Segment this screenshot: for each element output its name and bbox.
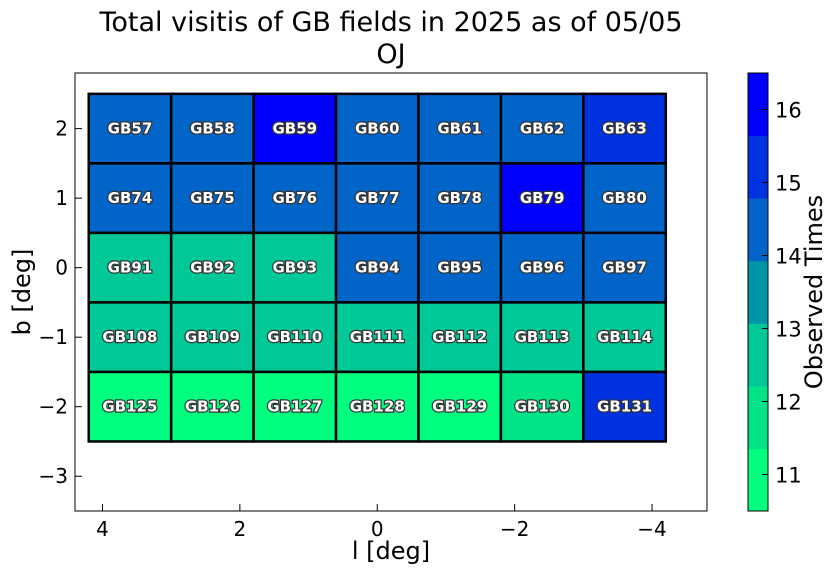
y-tick-label: −3 [39, 464, 68, 488]
field-label: GB93 [273, 259, 318, 277]
field-cell-gb97 [582, 231, 668, 304]
colorbar-tick-label: 11 [775, 464, 802, 488]
colorbar-tick-label: 13 [775, 318, 802, 342]
plot-area-frame [74, 72, 708, 512]
field-cell-gb109 [169, 301, 255, 374]
field-label: GB62 [520, 120, 565, 138]
field-label: GB126 [185, 398, 240, 416]
x-axis-ticks: 4 2 0 −2 −4 [96, 504, 667, 541]
y-tick-label: 2 [55, 117, 68, 141]
field-label: GB130 [515, 398, 570, 416]
field-cell-gb127 [252, 370, 338, 443]
field-label: GB92 [190, 259, 235, 277]
colorbar-label: Observed Times [800, 195, 828, 389]
colorbar-bin [748, 260, 768, 324]
colorbar [747, 72, 769, 512]
x-tick-label: −4 [637, 517, 666, 541]
field-label: GB128 [350, 398, 405, 416]
colorbar-tick-label: 12 [775, 391, 802, 415]
colorbar-bin [748, 323, 768, 387]
colorbar-tick-label: 15 [775, 172, 802, 196]
field-cell-gb108 [87, 301, 173, 374]
field-label: GB113 [515, 328, 570, 346]
colorbar-ticks: 11 12 13 14 15 16 [762, 99, 802, 488]
field-cell-gb131 [582, 370, 668, 443]
field-label: GB96 [520, 259, 565, 277]
y-tick-label: −1 [39, 325, 68, 349]
field-cell-gb92 [169, 231, 255, 304]
colorbar-bin [748, 385, 768, 449]
field-label: GB77 [355, 189, 400, 207]
field-grid [87, 92, 668, 443]
field-label: GB108 [102, 328, 157, 346]
field-label: GB61 [437, 120, 482, 138]
field-cell-gb113 [499, 301, 585, 374]
y-tick-label: 0 [55, 256, 68, 280]
field-cell-gb76 [252, 162, 338, 235]
field-label: GB94 [355, 259, 400, 277]
colorbar-bin [748, 135, 768, 199]
field-cell-gb130 [499, 370, 585, 443]
field-label: GB114 [597, 328, 652, 346]
chart-subtitle: OJ [376, 39, 405, 70]
field-label: GB125 [102, 398, 157, 416]
field-cell-gb93 [252, 231, 338, 304]
x-tick-label: −2 [500, 517, 529, 541]
chart-title: Total visitis of GB fields in 2025 as of… [98, 7, 682, 38]
field-label: GB97 [602, 259, 647, 277]
field-cell-gb125 [87, 370, 173, 443]
field-label: GB95 [437, 259, 482, 277]
colorbar-bin [748, 448, 768, 512]
field-label: GB129 [432, 398, 487, 416]
x-tick-label: 4 [96, 517, 109, 541]
colorbar-bin [748, 73, 768, 137]
field-label: GB131 [597, 398, 652, 416]
field-label: GB80 [602, 189, 647, 207]
field-label: GB75 [190, 189, 235, 207]
field-label: GB79 [520, 189, 565, 207]
field-cell-gb80 [582, 162, 668, 235]
field-cell-gb95 [417, 231, 503, 304]
x-axis-label: l [deg] [352, 537, 430, 565]
field-label: GB63 [602, 120, 647, 138]
colorbar-tick-label: 14 [775, 245, 802, 269]
colorbar-tick-label: 16 [775, 99, 802, 123]
y-axis-label: b [deg] [8, 249, 36, 336]
field-label: GB110 [267, 328, 322, 346]
field-label: GB78 [437, 189, 482, 207]
colorbar-bin [748, 198, 768, 262]
field-cell-gb96 [499, 231, 585, 304]
field-labels: GB57 GB58 GB59 GB60 GB61 GB62 GB63 GB74 GB75 GB76… [101, 118, 653, 416]
field-label: GB111 [350, 328, 405, 346]
field-cell-gb62 [499, 92, 585, 165]
field-label: GB59 [273, 120, 318, 138]
field-label: GB76 [273, 189, 318, 207]
field-label: GB127 [267, 398, 322, 416]
x-tick-label: 2 [234, 517, 247, 541]
colorbar-frame [747, 72, 769, 512]
field-label: GB58 [190, 120, 235, 138]
x-tick-label: 0 [371, 517, 384, 541]
field-cell-gb74 [87, 162, 173, 235]
field-label: GB91 [108, 259, 153, 277]
field-label: GB57 [108, 120, 153, 138]
field-label: GB112 [432, 328, 487, 346]
field-label: GB60 [355, 120, 400, 138]
y-tick-label: 1 [55, 186, 68, 210]
field-label: GB109 [185, 328, 240, 346]
field-cell-gb57 [87, 92, 173, 165]
field-label: GB74 [108, 189, 153, 207]
y-axis-ticks: 2 1 0 −1 −2 −3 [39, 117, 82, 488]
field-cell-gb78 [417, 162, 503, 235]
y-tick-label: −2 [39, 395, 68, 419]
